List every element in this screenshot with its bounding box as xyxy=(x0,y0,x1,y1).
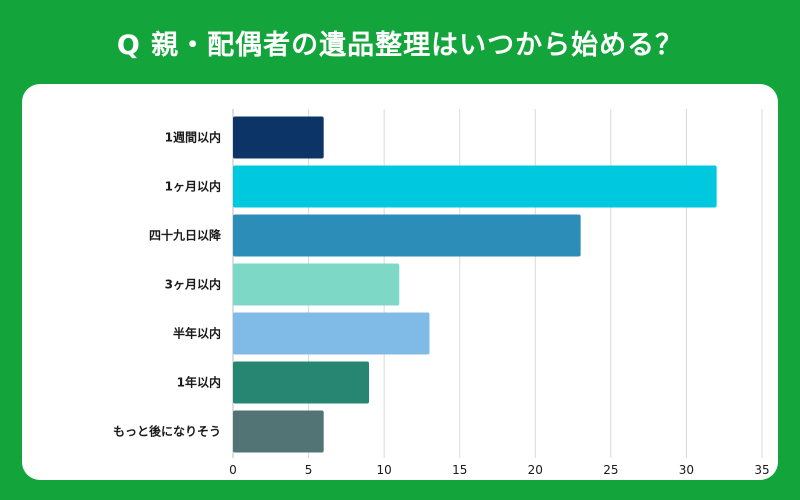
bar-layer xyxy=(233,116,717,453)
x-tick-label: 30 xyxy=(679,463,694,477)
bar-2 xyxy=(233,214,581,257)
page-title: Q 親・配偶者の遺品整理はいつから始める？ xyxy=(116,29,684,61)
x-tick-label: 15 xyxy=(452,463,467,477)
bar-6 xyxy=(233,410,324,453)
bar-5 xyxy=(233,361,370,404)
category-label: 1ヶ月以内 xyxy=(165,179,221,194)
x-tick-label: 10 xyxy=(377,463,392,477)
x-tick-label: 20 xyxy=(528,463,543,477)
bar-4 xyxy=(233,312,430,355)
x-tick-label: 25 xyxy=(603,463,618,477)
bar-1 xyxy=(233,165,717,208)
bar-0 xyxy=(233,116,324,159)
tick-label-layer: 0 5 10 15 20 25 30 35 xyxy=(229,463,769,477)
x-tick-label: 35 xyxy=(754,463,769,477)
x-tick-label: 5 xyxy=(305,463,313,477)
category-label: 1年以内 xyxy=(177,375,221,390)
category-label: 3ヶ月以内 xyxy=(165,277,221,292)
chart-panel xyxy=(22,84,778,480)
category-label: 四十九日以降 xyxy=(149,228,222,243)
category-label: 半年以内 xyxy=(173,326,221,341)
x-tick-label: 0 xyxy=(229,463,237,477)
category-label: 1週間以内 xyxy=(165,130,221,145)
bar-3 xyxy=(233,263,400,306)
category-label: もっと後になりそう xyxy=(113,424,221,439)
